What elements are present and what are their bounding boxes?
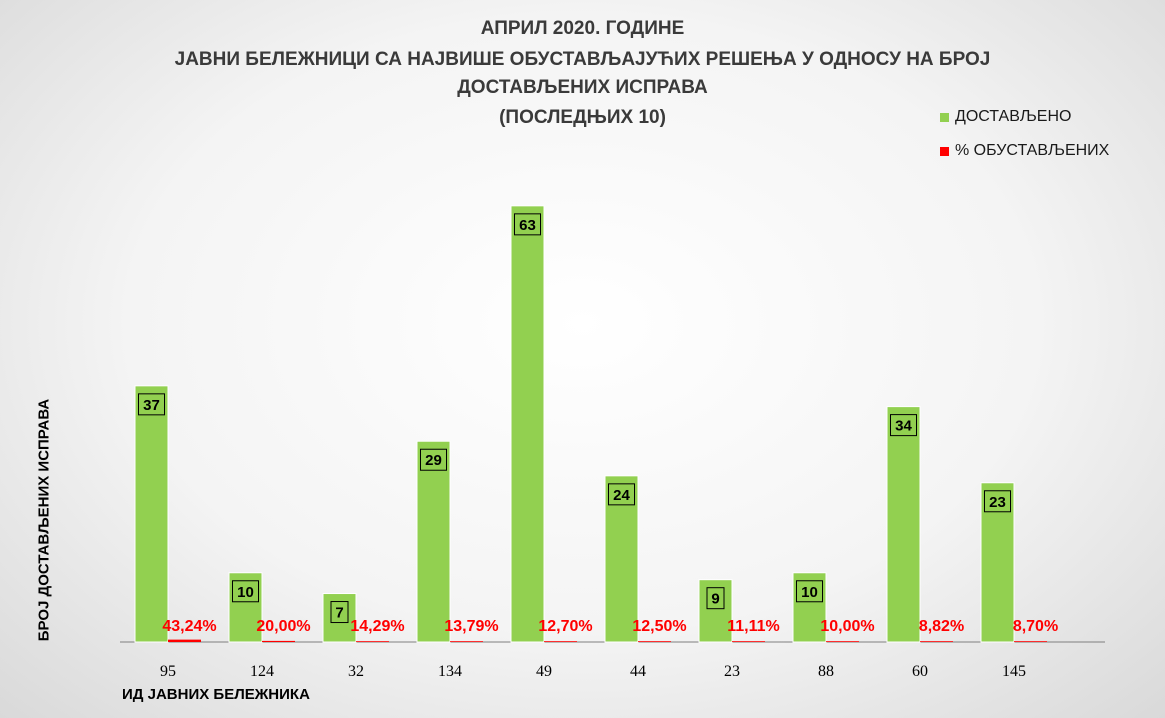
data-label-suspended-44: 12,50% [632, 618, 686, 635]
data-label-suspended-134: 13,79% [444, 618, 498, 635]
data-label-suspended-124: 20,00% [256, 618, 310, 635]
x-axis-label: ИД ЈАВНИХ БЕЛЕЖНИКА [122, 686, 310, 703]
bar-suspended-145 [1014, 641, 1047, 642]
data-label-box-delivered-124 [232, 580, 259, 603]
data-label-box-delivered-49 [514, 213, 541, 236]
legend-swatch-delivered [940, 112, 949, 122]
bar-suspended-44 [638, 641, 671, 642]
data-label-box-delivered-44 [608, 483, 635, 506]
x-tick-label-32: 32 [348, 663, 364, 680]
bar-delivered-60 [886, 406, 921, 643]
bar-delivered-23 [698, 579, 733, 643]
data-label-delivered-44: 24 [613, 487, 630, 504]
legend-item-delivered: ДОСТАВЉЕНО [940, 100, 1109, 134]
x-tick-label-95: 95 [160, 663, 176, 680]
legend-swatch-suspended [940, 146, 949, 156]
x-tick-label-23: 23 [724, 663, 740, 680]
data-label-delivered-134: 29 [425, 452, 442, 469]
data-label-delivered-124: 10 [237, 584, 254, 601]
data-label-delivered-88: 10 [801, 584, 818, 601]
data-label-delivered-49: 63 [519, 217, 536, 234]
data-label-suspended-49: 12,70% [538, 618, 592, 635]
data-label-suspended-32: 14,29% [350, 618, 404, 635]
legend: ДОСТАВЉЕНО % ОБУСТАВЉЕНИХ [940, 100, 1109, 168]
bar-suspended-49 [544, 641, 577, 642]
bar-delivered-145 [980, 482, 1015, 643]
x-tick-label-44: 44 [630, 663, 646, 680]
data-label-delivered-23: 9 [711, 591, 719, 608]
bar-suspended-23 [732, 641, 765, 642]
chart-title-line-1: АПРИЛ 2020. ГОДИНЕ [480, 18, 685, 39]
data-label-box-delivered-88 [796, 580, 823, 603]
data-label-delivered-32: 7 [335, 605, 343, 622]
chart-title-line-4: (ПОСЛЕДЊИХ 10) [499, 107, 666, 128]
x-tick-label-145: 145 [1002, 663, 1026, 680]
data-label-box-delivered-134 [420, 448, 447, 471]
legend-label-delivered: ДОСТАВЉЕНО [955, 108, 1072, 125]
bar-suspended-95 [168, 639, 201, 642]
data-label-delivered-145: 23 [989, 494, 1006, 511]
x-tick-label-60: 60 [912, 663, 928, 680]
data-label-box-delivered-32 [330, 601, 349, 624]
legend-item-suspended: % ОБУСТАВЉЕНИХ [940, 134, 1109, 168]
data-label-box-delivered-145 [984, 490, 1011, 513]
bar-suspended-60 [920, 641, 953, 642]
data-label-suspended-60: 8,82% [919, 618, 964, 635]
legend-label-suspended: % ОБУСТАВЉЕНИХ [955, 142, 1110, 159]
bar-suspended-134 [450, 641, 483, 642]
bar-suspended-32 [356, 641, 389, 642]
x-tick-label-124: 124 [250, 663, 274, 680]
x-tick-label-88: 88 [818, 663, 834, 680]
data-label-box-delivered-95 [138, 393, 165, 416]
data-label-suspended-88: 10,00% [820, 618, 874, 635]
x-tick-label-49: 49 [536, 663, 552, 680]
bar-delivered-134 [416, 440, 451, 643]
bar-delivered-44 [604, 475, 639, 643]
data-label-delivered-60: 34 [895, 418, 912, 435]
data-label-delivered-95: 37 [143, 397, 160, 414]
data-label-suspended-145: 8,70% [1013, 618, 1058, 635]
bar-delivered-49 [510, 205, 545, 643]
chart-title-line-3: ДОСТАВЉЕНИХ ИСПРАВА [457, 77, 708, 98]
bar-suspended-124 [262, 640, 295, 642]
bar-delivered-88 [792, 572, 827, 643]
data-label-suspended-23: 11,11% [727, 618, 780, 635]
data-label-box-delivered-23 [706, 587, 725, 610]
bar-delivered-124 [228, 572, 263, 643]
data-label-suspended-95: 43,24% [162, 618, 216, 635]
bar-suspended-88 [826, 641, 859, 642]
bar-delivered-95 [134, 385, 169, 643]
x-tick-label-134: 134 [438, 663, 462, 680]
data-label-box-delivered-60 [890, 414, 917, 437]
chart-title-line-2: ЈАВНИ БЕЛЕЖНИЦИ СА НАЈВИШЕ ОБУСТАВЉАЈУЋИ… [174, 49, 991, 70]
